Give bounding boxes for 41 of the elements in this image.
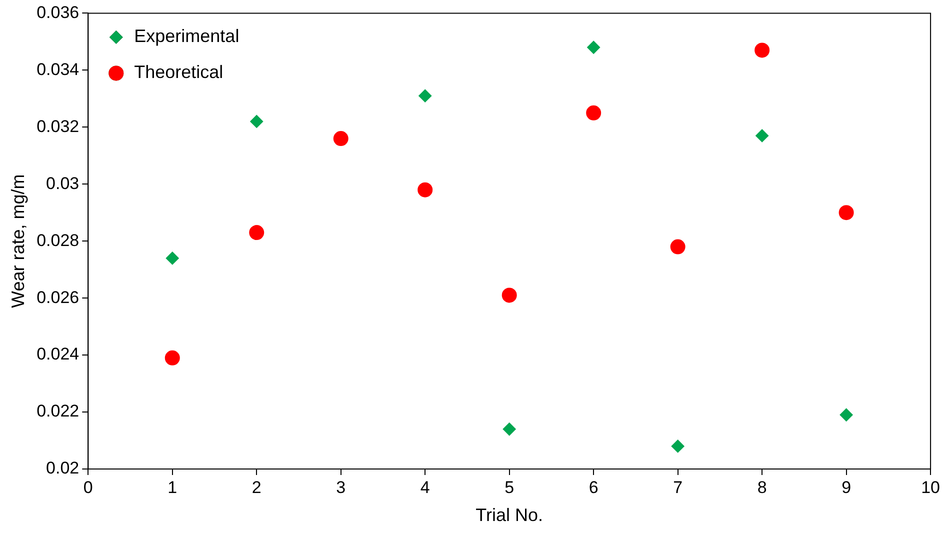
point xyxy=(756,129,769,142)
y-axis-title: Wear rate, mg/m xyxy=(8,174,28,308)
x-tick-label: 10 xyxy=(921,478,940,497)
point xyxy=(671,440,684,453)
x-tick-label: 9 xyxy=(842,478,852,497)
point xyxy=(754,42,770,58)
point xyxy=(840,408,853,422)
point xyxy=(586,105,602,120)
point xyxy=(418,89,432,102)
y-tick-label: 0.022 xyxy=(36,402,80,421)
point xyxy=(502,288,517,303)
point xyxy=(587,40,600,54)
x-tick-label: 1 xyxy=(168,478,178,497)
legend-label: Experimental xyxy=(134,26,240,46)
x-tick-label: 8 xyxy=(757,478,767,497)
point xyxy=(164,350,180,366)
point xyxy=(166,252,179,265)
y-tick-label: 0.032 xyxy=(36,116,80,136)
x-axis-title: Trial No. xyxy=(476,505,544,526)
point xyxy=(670,239,686,254)
point xyxy=(502,422,516,436)
x-tick-label: 5 xyxy=(504,478,514,497)
x-tick-label: 4 xyxy=(420,478,430,497)
y-tick-label: 0.03 xyxy=(46,174,80,193)
x-tick-label: 7 xyxy=(673,478,683,497)
x-tick-label: 6 xyxy=(588,478,598,497)
point xyxy=(418,182,433,198)
point xyxy=(333,131,348,146)
legend-label: Theoretical xyxy=(134,62,224,82)
x-tick-label: 3 xyxy=(336,478,346,497)
y-tick-label: 0.036 xyxy=(36,2,80,22)
y-tick-label: 0.028 xyxy=(36,230,80,250)
point xyxy=(838,205,854,220)
x-tick-label: 0 xyxy=(83,478,93,497)
y-tick-label: 0.02 xyxy=(46,458,80,478)
y-tick-label: 0.034 xyxy=(36,60,80,79)
x-tick-label: 2 xyxy=(252,478,262,497)
y-tick-label: 0.026 xyxy=(36,288,80,307)
point xyxy=(250,114,264,128)
y-tick-label: 0.024 xyxy=(36,344,80,364)
point xyxy=(249,225,264,240)
